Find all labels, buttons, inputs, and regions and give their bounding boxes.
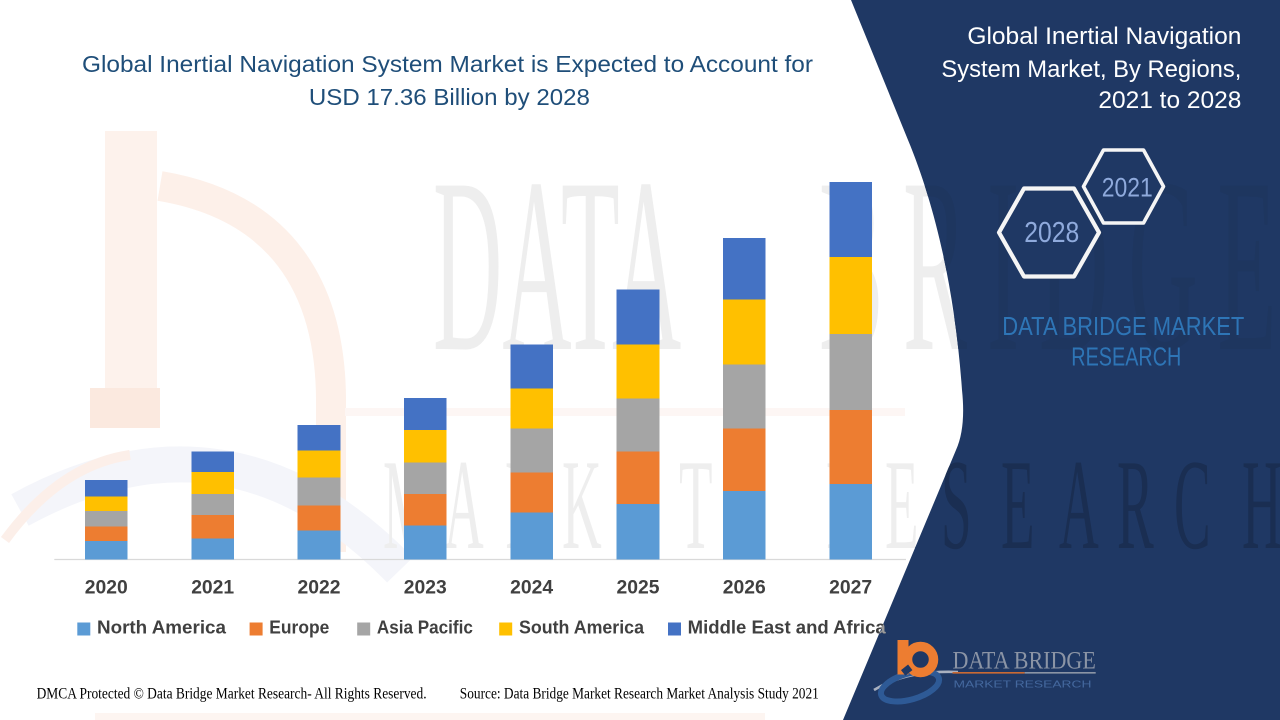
- svg-text:RESEARCH: RESEARCH: [1071, 342, 1181, 372]
- svg-text:2023: 2023: [404, 576, 447, 598]
- svg-text:2022: 2022: [298, 576, 341, 598]
- svg-text:North America: North America: [97, 618, 227, 638]
- svg-text:South America: South America: [519, 618, 645, 638]
- svg-text:2026: 2026: [723, 576, 766, 598]
- svg-text:R: R: [1117, 433, 1154, 576]
- svg-text:2025: 2025: [617, 576, 660, 598]
- svg-text:Global Inertial Navigation Sys: Global Inertial Navigation System Market…: [82, 51, 813, 77]
- svg-text:DATA BRIDGE: DATA BRIDGE: [953, 648, 1096, 675]
- svg-text:Source: Data Bridge Market Res: Source: Data Bridge Market Research Mark…: [460, 686, 819, 703]
- svg-text:2021: 2021: [191, 576, 234, 598]
- svg-text:Global Inertial Navigation: Global Inertial Navigation: [967, 23, 1241, 50]
- svg-text:Europe: Europe: [269, 618, 329, 638]
- svg-text:A: A: [444, 433, 484, 576]
- svg-text:K: K: [562, 433, 602, 576]
- svg-text:T: T: [679, 433, 713, 576]
- svg-text:C: C: [1174, 433, 1211, 576]
- svg-text:MARKET RESEARCH: MARKET RESEARCH: [954, 679, 1092, 691]
- svg-text:2021 to 2028: 2021 to 2028: [1098, 87, 1241, 114]
- svg-text:2020: 2020: [85, 576, 128, 598]
- svg-text:Asia Pacific: Asia Pacific: [377, 618, 473, 638]
- svg-text:DATA BRIDGE MARKET: DATA BRIDGE MARKET: [1002, 311, 1244, 341]
- svg-text:2028: 2028: [1024, 217, 1079, 249]
- svg-text:2021: 2021: [1102, 173, 1153, 203]
- svg-text:2027: 2027: [829, 576, 872, 598]
- svg-text:E: E: [1001, 433, 1035, 576]
- svg-text:DMCA Protected © Data Bridge M: DMCA Protected © Data Bridge Market Rese…: [37, 686, 427, 703]
- svg-text:H: H: [1242, 433, 1280, 576]
- svg-text:A: A: [1059, 433, 1099, 576]
- svg-text:System Market, By Regions,: System Market, By Regions,: [941, 56, 1241, 83]
- svg-text:2024: 2024: [510, 576, 553, 598]
- svg-text:Middle East and Africa: Middle East and Africa: [688, 618, 887, 638]
- svg-text:USD 17.36 Billion by 2028: USD 17.36 Billion by 2028: [309, 84, 590, 110]
